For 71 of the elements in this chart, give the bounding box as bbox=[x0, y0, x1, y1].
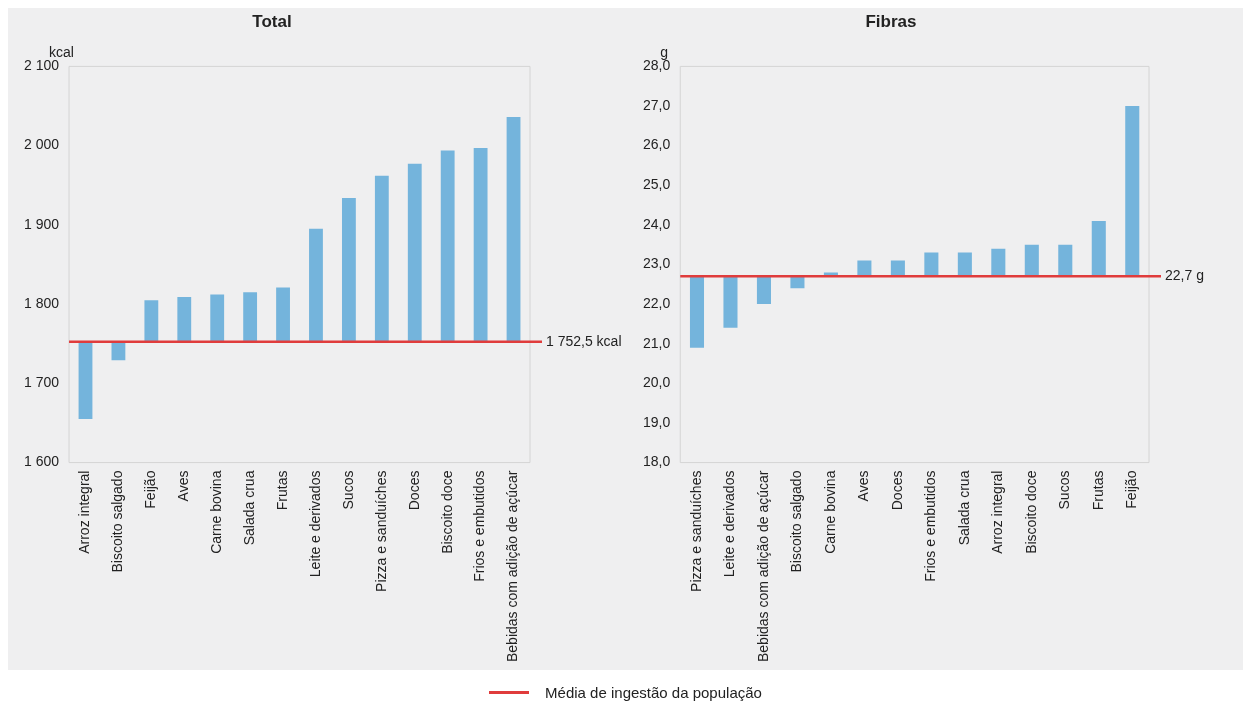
x-tick-label: Carne bovina bbox=[821, 470, 838, 554]
bar bbox=[957, 252, 972, 277]
bar bbox=[341, 197, 356, 342]
bar bbox=[374, 175, 389, 342]
x-tick-label: Carne bovina bbox=[208, 470, 225, 554]
bar bbox=[473, 148, 488, 342]
y-tick-label: 23,0 bbox=[643, 255, 671, 272]
bar bbox=[991, 248, 1006, 277]
x-tick-label: Doces bbox=[888, 470, 905, 511]
ref-line-label: 22,7 g bbox=[1165, 267, 1204, 284]
text: Média de ingestão da população bbox=[545, 684, 762, 701]
x-tick-label: Frios e embutidos bbox=[471, 470, 488, 582]
x-tick-label: Pizza e sanduíches bbox=[372, 470, 389, 592]
y-tick-label: 1 700 bbox=[23, 374, 60, 391]
bar bbox=[1125, 106, 1140, 277]
x-tick-label: Feijão bbox=[142, 470, 159, 509]
x-tick-label: Salada crua bbox=[955, 470, 972, 546]
x-tick-label: Biscoito salgado bbox=[788, 470, 805, 573]
x-tick-label: Biscoito doce bbox=[438, 470, 455, 554]
x-tick-label: Sucos bbox=[339, 470, 356, 510]
x-tick-label: Sucos bbox=[1056, 470, 1073, 510]
x-tick-label: Feijão bbox=[1123, 470, 1140, 509]
y-tick-label: 2 000 bbox=[23, 136, 60, 153]
x-tick-label: Leite e derivados bbox=[306, 470, 323, 578]
ref-line-label: 1 752,5 kcal bbox=[546, 332, 622, 349]
x-tick-label: Frutas bbox=[273, 470, 290, 511]
bar bbox=[689, 276, 705, 348]
bar bbox=[1024, 244, 1039, 277]
y-tick-label: 24,0 bbox=[643, 215, 671, 232]
bar bbox=[1091, 220, 1106, 277]
x-tick-label: Biscoito salgado bbox=[109, 470, 126, 573]
x-tick-label: Frios e embutidos bbox=[922, 470, 939, 582]
bar bbox=[177, 296, 192, 342]
bar bbox=[78, 341, 93, 419]
y-tick-label: 18,0 bbox=[643, 453, 671, 470]
y-tick-label: 1 600 bbox=[23, 453, 60, 470]
x-tick-label: Bebidas com adição de açúcar bbox=[754, 470, 771, 663]
chart-title: Fibras bbox=[865, 11, 917, 31]
x-tick-label: Aves bbox=[855, 470, 872, 502]
x-tick-label: Aves bbox=[175, 470, 192, 502]
bar bbox=[756, 276, 771, 305]
y-tick-label: 25,0 bbox=[643, 176, 671, 193]
x-tick-label: Doces bbox=[405, 470, 422, 511]
bar bbox=[723, 276, 738, 328]
bar bbox=[440, 150, 455, 342]
y-tick-label: 1 800 bbox=[23, 294, 60, 311]
x-tick-label: Arroz integral bbox=[989, 470, 1006, 554]
y-tick-label: 27,0 bbox=[643, 96, 671, 113]
x-tick-label: Leite e derivados bbox=[721, 470, 738, 578]
bar bbox=[276, 287, 290, 342]
x-tick-label: Salada crua bbox=[240, 470, 257, 546]
bar bbox=[924, 252, 939, 277]
y-tick-label: 26,0 bbox=[643, 136, 671, 153]
x-tick-label: Arroz integral bbox=[76, 470, 93, 554]
x-tick-label: Pizza e sanduíches bbox=[687, 470, 704, 592]
bar bbox=[407, 163, 422, 342]
y-tick-label: 20,0 bbox=[643, 374, 671, 391]
y-tick-label: 19,0 bbox=[643, 413, 671, 430]
bar bbox=[1058, 244, 1073, 277]
chart-title: Total bbox=[252, 11, 292, 31]
x-tick-label: Frutas bbox=[1089, 470, 1106, 511]
bar bbox=[243, 292, 258, 342]
bar bbox=[144, 300, 159, 342]
x-tick-label: Bebidas com adição de açúcar bbox=[504, 470, 521, 663]
bar bbox=[210, 294, 225, 342]
y-tick-label: 21,0 bbox=[643, 334, 671, 351]
bar bbox=[309, 228, 323, 342]
x-tick-label: Biscoito doce bbox=[1022, 470, 1039, 554]
y-tick-label: 22,0 bbox=[643, 294, 671, 311]
bar bbox=[506, 117, 521, 342]
y-tick-label: 1 900 bbox=[23, 215, 60, 232]
